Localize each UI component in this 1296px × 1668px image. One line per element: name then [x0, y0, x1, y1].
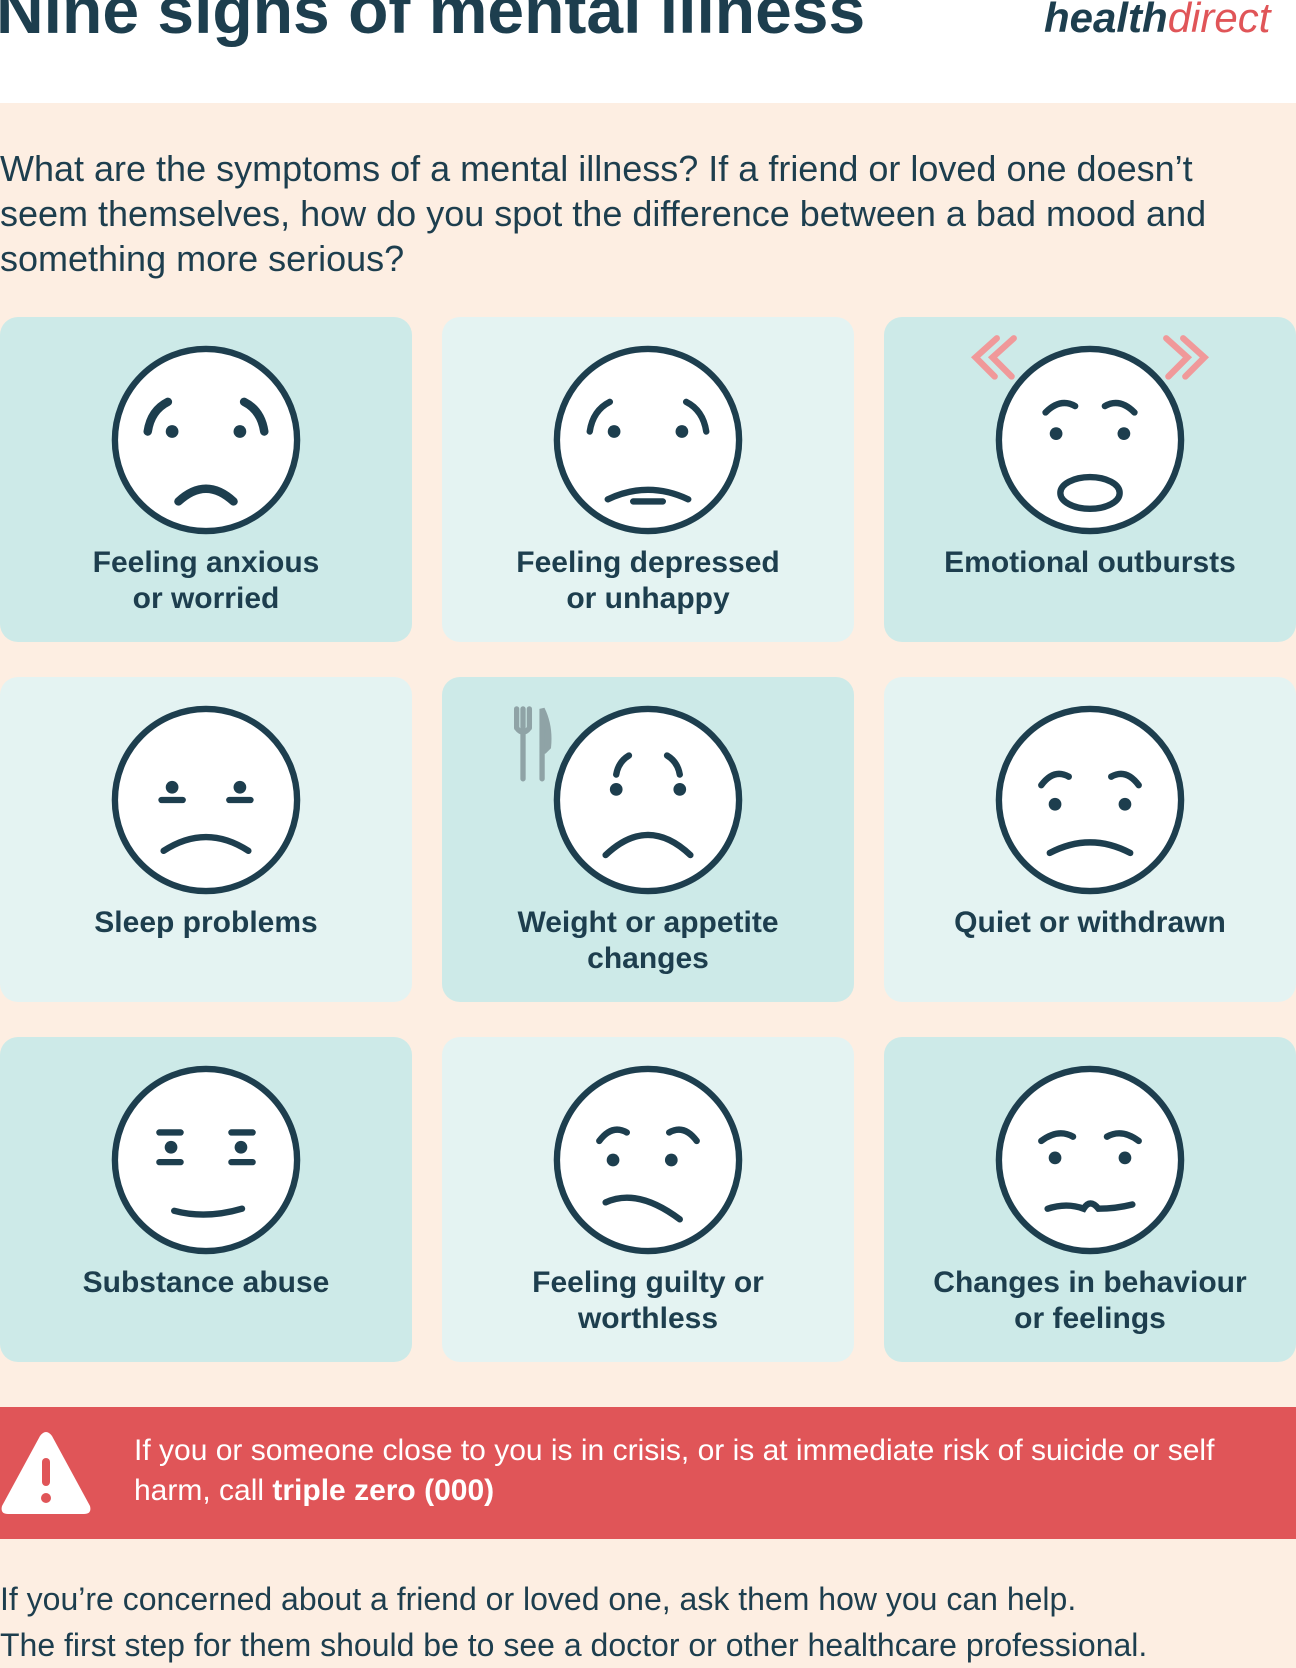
label-line: Sleep problems	[94, 906, 318, 939]
label-line: Feeling depressed	[516, 546, 780, 579]
logo: healthdirect	[1044, 0, 1270, 42]
sign-label: Changes in behaviour or feelings	[884, 1265, 1296, 1337]
face	[553, 345, 743, 535]
logo-light: direct	[1167, 0, 1271, 41]
footer: If you’re concerned about a friend or lo…	[0, 1576, 1147, 1668]
alert-text: If you or someone close to you is in cri…	[134, 1431, 1284, 1511]
sign-card: Substance abuse	[0, 1037, 412, 1362]
eye	[1118, 797, 1132, 811]
face-icon	[995, 705, 1185, 895]
sign-label: Weight or appetite changes	[442, 905, 854, 977]
face-icon	[553, 345, 743, 535]
warning-icon	[1, 1432, 91, 1514]
alert-emphasis: triple zero (000)	[272, 1474, 495, 1507]
features	[156, 1129, 256, 1218]
eye	[1048, 797, 1062, 811]
intro-line: seem themselves, how do you spot the dif…	[0, 193, 1207, 234]
footer-line: The first step for them should be to see…	[0, 1627, 1148, 1663]
face-icon	[514, 705, 743, 895]
features	[1038, 1130, 1142, 1213]
label-line: or unhappy	[566, 582, 730, 615]
knife	[539, 707, 552, 782]
fork	[514, 706, 533, 782]
sign-card: Emotional outbursts	[884, 317, 1296, 642]
eye	[234, 1140, 248, 1154]
eye	[673, 783, 687, 796]
eye	[1118, 1151, 1132, 1165]
eye	[165, 425, 179, 438]
sign-label: Feeling depressed or unhappy	[442, 545, 854, 617]
intro-line: What are the symptoms of a mental illnes…	[0, 148, 1193, 189]
features	[596, 1126, 700, 1223]
face	[995, 1065, 1185, 1255]
eye	[1049, 427, 1063, 440]
eye	[675, 425, 689, 438]
mouth	[1057, 473, 1123, 513]
sign-card: Feeling anxious or worried	[0, 317, 412, 642]
face-icon	[970, 335, 1210, 535]
sign-card: Changes in behaviour or feelings	[884, 1037, 1296, 1362]
sign-label: Emotional outbursts	[884, 545, 1296, 581]
face	[995, 705, 1185, 895]
face-icon	[553, 1065, 743, 1255]
features	[158, 796, 254, 855]
sign-label: Substance abuse	[0, 1265, 412, 1301]
sign-card: Sleep problems	[0, 677, 412, 1002]
label-line: Weight or appetite	[517, 906, 779, 939]
label-line: or worried	[132, 582, 280, 615]
face-icon	[111, 1065, 301, 1255]
eye	[1117, 427, 1131, 440]
eye	[606, 1153, 620, 1167]
eye	[164, 1140, 178, 1154]
sign-label: Quiet or withdrawn	[884, 905, 1296, 941]
eye	[664, 1153, 678, 1167]
label-line: Feeling guilty or	[532, 1266, 764, 1299]
label-line: Emotional outbursts	[944, 546, 1236, 579]
face	[553, 705, 743, 895]
label-line: worthless	[577, 1302, 719, 1335]
label-line: Changes in behaviour	[933, 1266, 1247, 1299]
features	[602, 752, 694, 859]
features	[143, 397, 269, 506]
sign-card: Feeling guilty or worthless	[442, 1037, 854, 1362]
face	[995, 345, 1185, 535]
face-icon	[111, 705, 301, 895]
features	[1042, 399, 1138, 416]
label-line: Substance abuse	[82, 1266, 330, 1299]
footer-line: If you’re concerned about a friend or lo…	[0, 1581, 1077, 1617]
face	[111, 1065, 301, 1255]
face-icon	[111, 345, 301, 535]
eye	[609, 783, 623, 796]
label-line: Feeling anxious	[92, 546, 320, 579]
sign-card: Quiet or withdrawn	[884, 677, 1296, 1002]
alert-banner: If you or someone close to you is in cri…	[0, 1407, 1296, 1539]
features	[1038, 770, 1142, 857]
logo-bold: health	[1044, 0, 1168, 41]
header: Nine signs of mental illness healthdirec…	[0, 0, 1296, 103]
title: Nine signs of mental illness	[0, 0, 866, 47]
outburst-marks	[970, 335, 1210, 380]
sign-card: Weight or appetite changes	[442, 677, 854, 1002]
sign-label: Sleep problems	[0, 905, 412, 941]
intro: What are the symptoms of a mental illnes…	[0, 146, 1206, 281]
eye	[607, 425, 621, 438]
eye	[1048, 1151, 1062, 1165]
features	[586, 398, 710, 505]
label-line: changes	[587, 942, 709, 975]
face	[111, 705, 301, 895]
face-icon	[995, 1065, 1185, 1255]
face	[553, 1065, 743, 1255]
alert-body: If you or someone close to you is in cri…	[134, 1434, 1215, 1507]
sign-label: Feeling anxious or worried	[0, 545, 412, 617]
intro-line: something more serious?	[0, 238, 405, 279]
sign-label: Feeling guilty or worthless	[442, 1265, 854, 1337]
eye	[233, 780, 247, 794]
label-line: Quiet or withdrawn	[954, 906, 1226, 939]
eye	[165, 780, 179, 794]
eye	[233, 425, 247, 438]
face	[111, 345, 301, 535]
sign-card: Feeling depressed or unhappy	[442, 317, 854, 642]
label-line: or feelings	[1014, 1302, 1166, 1335]
